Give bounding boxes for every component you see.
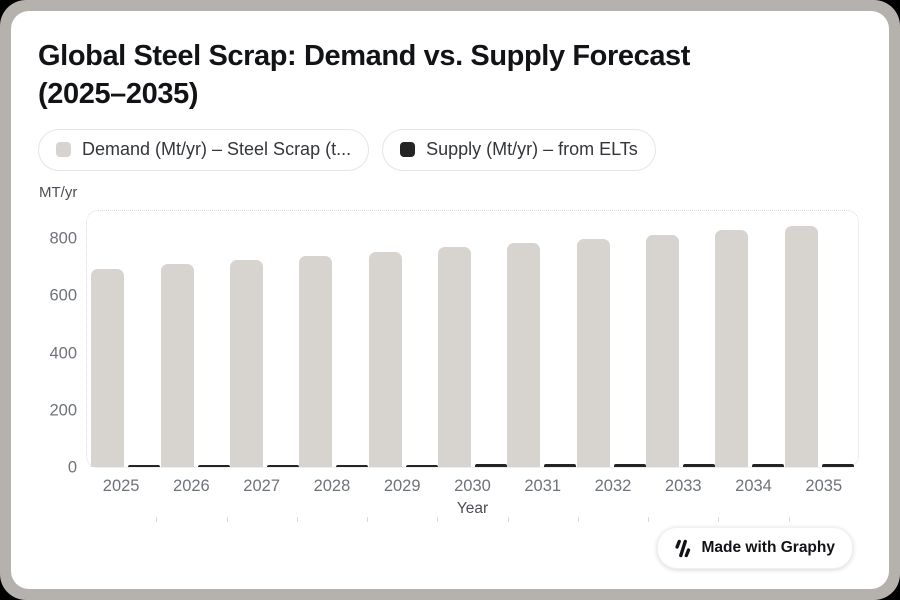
x-axis-tick-labels: 2025 2026 2027 2028 2029 2030 2031 2032 2033 2034…: [86, 477, 859, 496]
x-tick-label-2025: 2025: [102, 476, 140, 495]
chart: 0 200 400 600 800 2025 2026 2027 2028 2029 2030 20…: [38, 209, 859, 522]
bar-group-2025: [91, 211, 161, 467]
bar-group-2034: [715, 211, 785, 467]
x-tick-label-2033: 2033: [664, 476, 702, 495]
supply-bar-2025[interactable]: [128, 465, 161, 467]
y-tick-label-400: 400: [49, 344, 77, 362]
chart-card: Global Steel Scrap: Demand vs. Supply Fo…: [11, 11, 889, 589]
legend-item-supply[interactable]: Supply (Mt/yr) – from ELTs: [382, 128, 656, 171]
x-tick-label-2034: 2034: [735, 476, 772, 495]
demand-bar-2028[interactable]: [299, 255, 333, 467]
demand-bar-2025[interactable]: [91, 268, 125, 467]
x-tick-label-2031: 2031: [524, 476, 562, 495]
made-with-graphy-badge[interactable]: Made with Graphy: [656, 527, 853, 569]
supply-bar-2032[interactable]: [613, 464, 646, 467]
supply-bar-2029[interactable]: [405, 464, 438, 467]
legend-item-demand[interactable]: Demand (Mt/yr) – Steel Scrap (t...: [38, 128, 370, 171]
supply-bar-2033[interactable]: [683, 463, 716, 467]
supply-bar-2030[interactable]: [474, 464, 507, 467]
demand-bar-2031[interactable]: [507, 243, 541, 467]
x-tick-label-2030: 2030: [454, 476, 491, 495]
bar-group-2029: [368, 211, 438, 467]
bar-group-2033: [646, 211, 716, 467]
demand-swatch-icon: [56, 142, 71, 158]
demand-bar-2030[interactable]: [437, 247, 471, 467]
bar-group-2027: [229, 211, 299, 467]
supply-bar-2026[interactable]: [197, 464, 230, 467]
bar-group-2035: [784, 211, 854, 467]
supply-bar-2034[interactable]: [752, 463, 785, 467]
supply-swatch-icon: [400, 142, 416, 158]
bar-group-2031: [507, 211, 577, 467]
plot-wrap: 2025 2026 2027 2028 2029 2030 2031 2032 2033 2034…: [86, 209, 859, 522]
supply-bar-2027[interactable]: [266, 464, 299, 467]
demand-bar-2026[interactable]: [160, 264, 194, 467]
badge-label: Made with Graphy: [701, 539, 836, 556]
supply-bar-2035[interactable]: [821, 463, 854, 467]
graphy-logo-icon: [674, 539, 690, 557]
chart-title-line2: (2025–2035): [38, 78, 199, 111]
y-axis-tick-labels: 0 200 400 600 800: [38, 210, 86, 476]
x-tick-label-2035: 2035: [805, 476, 843, 495]
demand-bar-2027[interactable]: [229, 260, 263, 467]
demand-bar-2032[interactable]: [576, 238, 610, 467]
demand-bar-2035[interactable]: [784, 226, 818, 467]
x-axis-title: Year: [456, 499, 489, 517]
supply-bar-2028[interactable]: [336, 464, 369, 467]
chart-title: Global Steel Scrap: Demand vs. Supply Fo…: [38, 37, 859, 114]
bar-group-2032: [576, 211, 646, 467]
demand-bar-2033[interactable]: [646, 234, 680, 467]
y-tick-label-200: 200: [49, 401, 77, 420]
x-tick-label-2027: 2027: [243, 476, 281, 495]
legend-label-demand: Demand (Mt/yr) – Steel Scrap (t...: [82, 139, 352, 160]
y-tick-label-800: 800: [49, 229, 77, 248]
chart-title-line1: Global Steel Scrap: Demand vs. Supply Fo…: [38, 40, 691, 72]
x-tick-label-2028: 2028: [313, 476, 351, 495]
plot-area: [86, 209, 859, 468]
bar-group-2030: [437, 211, 507, 467]
demand-bar-2029[interactable]: [368, 251, 402, 467]
x-tick-label-2032: 2032: [594, 476, 632, 495]
y-tick-label-0: 0: [67, 458, 77, 477]
y-axis-unit-label: MT/yr: [39, 183, 78, 201]
legend-label-supply: Supply (Mt/yr) – from ELTs: [426, 139, 638, 160]
legend: Demand (Mt/yr) – Steel Scrap (t... Suppl…: [38, 128, 859, 171]
y-tick-label-600: 600: [49, 286, 77, 305]
x-tick-label-2026: 2026: [173, 476, 210, 495]
demand-bar-2034[interactable]: [715, 230, 749, 467]
bar-group-2026: [160, 211, 230, 467]
supply-bar-2031[interactable]: [544, 464, 577, 467]
x-tick-label-2029: 2029: [383, 476, 421, 495]
card-content: Global Steel Scrap: Demand vs. Supply Fo…: [11, 11, 889, 589]
bar-group-2028: [299, 211, 369, 467]
